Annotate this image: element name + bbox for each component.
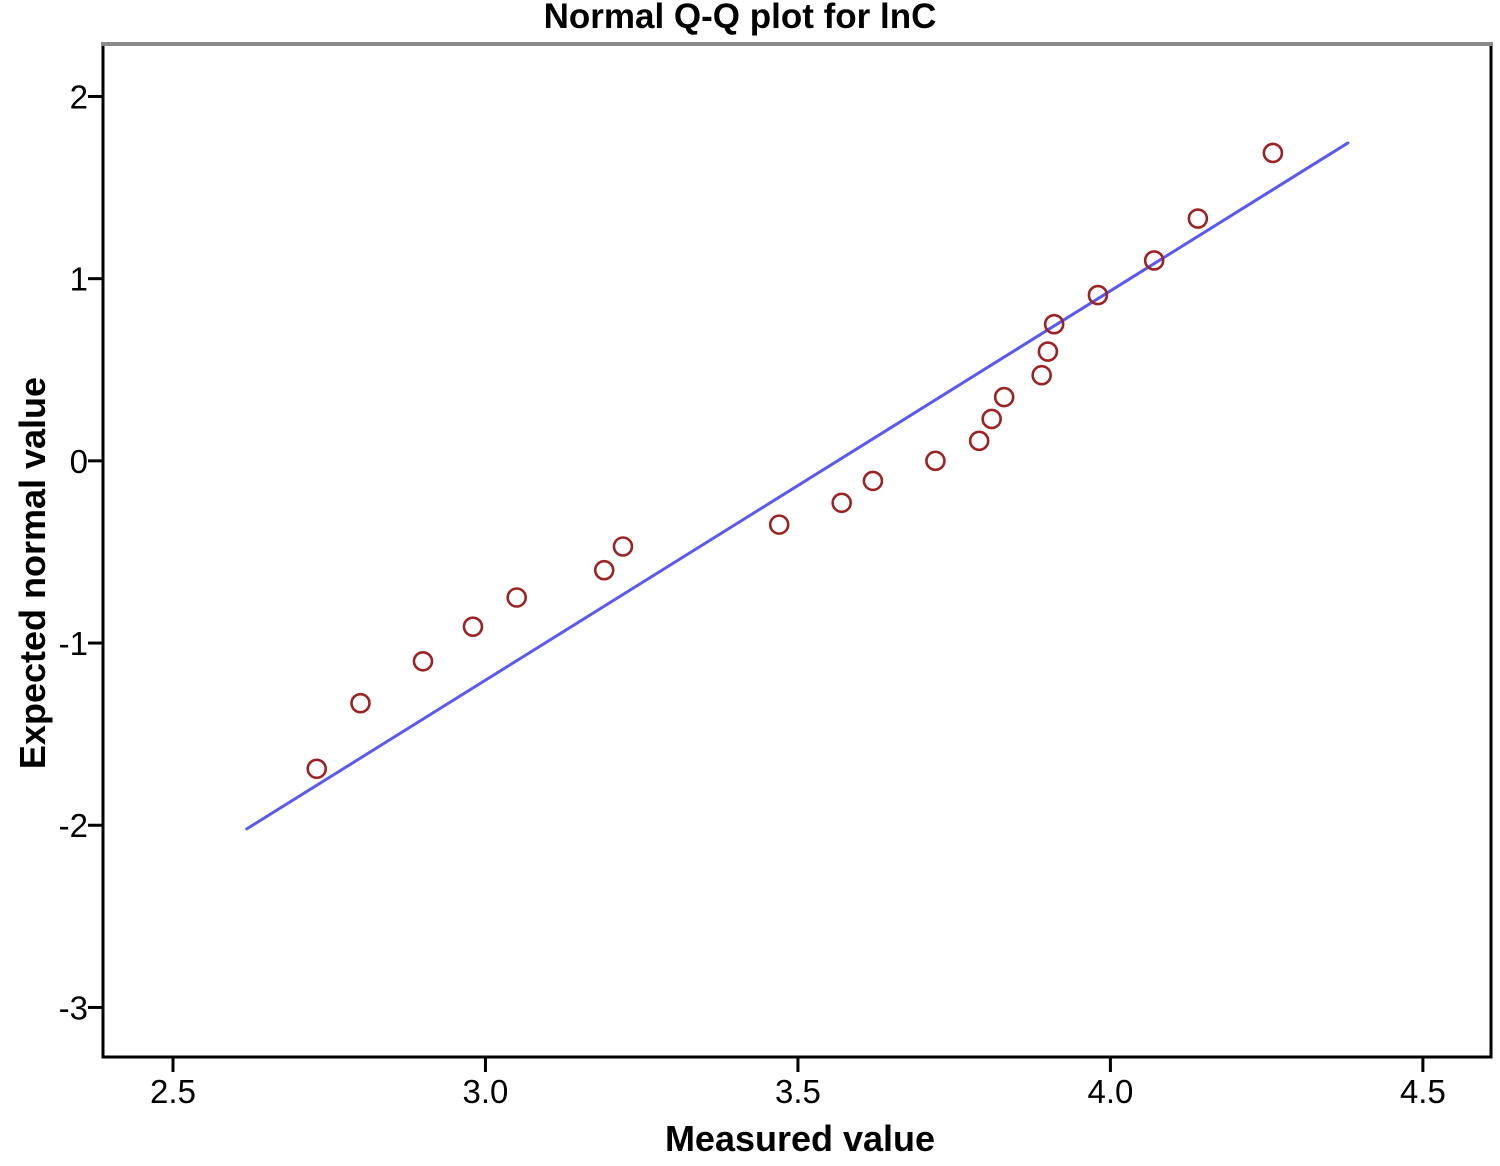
data-point [1143,250,1165,271]
data-point [412,650,434,672]
data-point [462,616,484,637]
data-point [1031,364,1052,386]
plot-frame [101,42,1493,1059]
data-point [768,514,790,535]
x-axis-label: Measured value [664,1118,936,1159]
data-point [925,450,946,472]
data-point [1087,284,1109,306]
x-tick-label: 4.5 [1400,1073,1446,1110]
normal-fit-line [245,141,1350,831]
y-tick-label: 1 [70,261,88,298]
data-point [306,758,328,780]
data-point [506,587,528,608]
data-point [612,536,634,557]
data-point [831,492,852,514]
x-tick-label: 3.5 [775,1073,821,1110]
data-point [593,559,615,581]
y-tick-label: -3 [59,989,88,1026]
data-point [350,692,371,714]
y-axis-label: Expected normal value [12,376,53,770]
y-tick-label: 0 [70,443,88,480]
data-point [1262,142,1284,164]
data-point [1037,341,1059,362]
chart-title: Normal Q-Q plot for lnC [543,0,937,36]
data-point [1187,208,1209,229]
data-point [981,408,1002,430]
x-tick-label: 3.0 [463,1073,509,1110]
x-tick-label: 2.5 [150,1073,196,1110]
y-tick-label: -1 [59,625,88,662]
y-tick-label: -2 [59,807,88,844]
data-point [862,470,884,492]
data-point [968,430,990,452]
data-point [993,386,1015,408]
x-tick-label: 4.0 [1087,1073,1133,1110]
data-point [1043,313,1065,335]
y-tick-label: 2 [70,78,88,115]
